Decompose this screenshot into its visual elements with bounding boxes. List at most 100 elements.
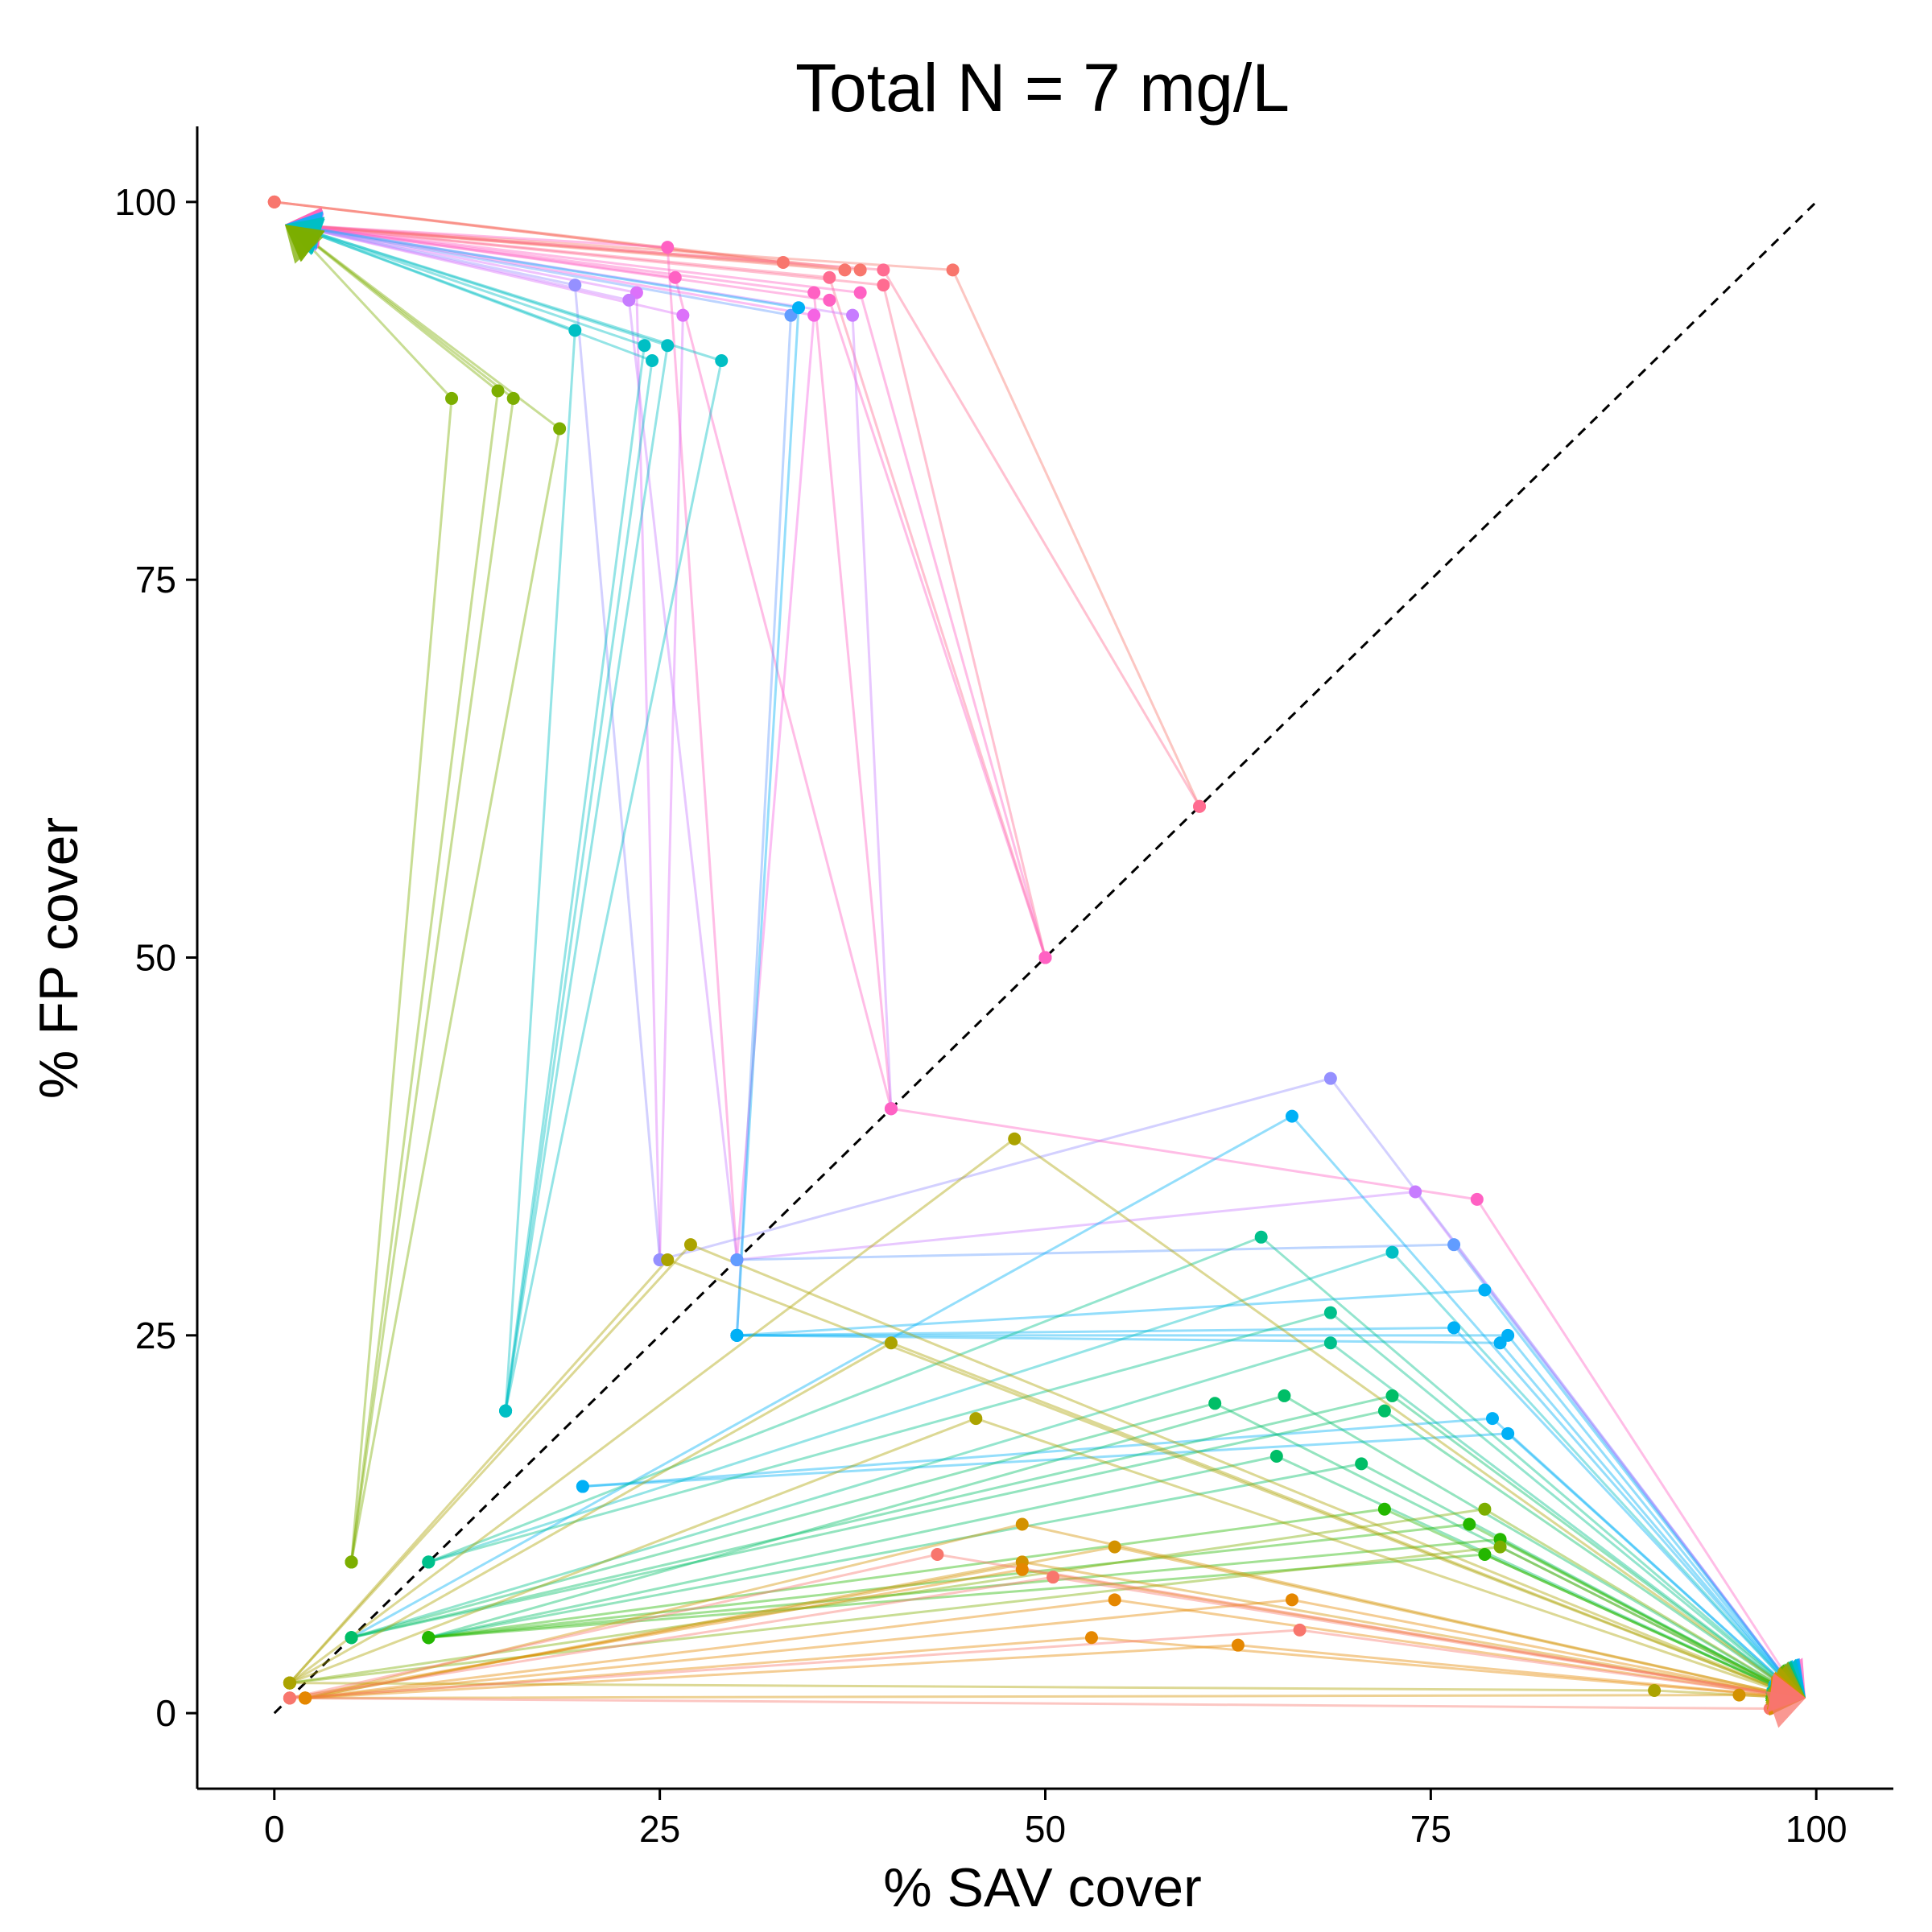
trajectory-line-60	[289, 1341, 1802, 1699]
x-tick-label-100: 100	[1785, 1808, 1847, 1850]
start-point-62	[283, 1676, 296, 1690]
mid-point-38	[1501, 1328, 1515, 1342]
mid-point-72	[931, 1548, 944, 1562]
start-point-38	[730, 1328, 744, 1342]
trajectory-line-8	[289, 223, 738, 1261]
trajectory-line-12	[289, 223, 1046, 958]
mid-point-34	[1285, 1109, 1298, 1123]
mid-point-23	[661, 339, 675, 353]
mid-point-10	[807, 286, 821, 299]
mid-point-7	[877, 279, 890, 292]
mid-point-61	[969, 1412, 983, 1426]
mid-point-1	[853, 263, 867, 277]
mid-point-60	[884, 1336, 898, 1350]
start-point-29	[345, 1555, 358, 1569]
mid-point-71	[1231, 1638, 1245, 1652]
trajectory-line-7	[289, 223, 1046, 958]
mid-point-73	[1046, 1571, 1060, 1584]
mid-point-64	[1108, 1540, 1121, 1554]
mid-point-6	[823, 270, 836, 284]
mid-point-30	[1323, 1071, 1337, 1085]
mid-point-36	[1447, 1321, 1461, 1335]
trajectory-line-2	[289, 223, 1201, 807]
trajectory-line-26	[288, 224, 453, 1563]
mid-point-24	[646, 353, 659, 367]
chart-title: Total N = 7 mg/L	[795, 50, 1290, 126]
mid-point-63	[1015, 1517, 1029, 1531]
y-tick-label-75: 75	[135, 559, 176, 601]
x-tick-label-75: 75	[1410, 1808, 1451, 1850]
start-point-43	[422, 1555, 436, 1569]
mid-point-45	[1208, 1397, 1222, 1410]
start-point-32	[884, 1102, 898, 1116]
mid-point-5	[877, 263, 890, 277]
mid-point-54	[1478, 1548, 1492, 1562]
mid-point-74	[1293, 1623, 1307, 1637]
mid-point-2	[946, 263, 960, 277]
mid-point-11	[823, 293, 836, 307]
trajectory-line-14	[289, 223, 662, 1260]
end-arrow-bottom-46	[1765, 1690, 1806, 1728]
x-tick-label-50: 50	[1025, 1808, 1066, 1850]
start-point-75	[283, 1691, 296, 1705]
y-tick-label-0: 0	[155, 1692, 176, 1734]
mid-point-32	[1470, 1192, 1484, 1206]
trajectory-line-5	[289, 223, 1201, 807]
trajectory-line-75	[289, 1696, 1802, 1711]
mid-point-46	[1278, 1389, 1291, 1402]
start-point-4	[267, 195, 281, 208]
end-arrow-top-29	[284, 225, 325, 262]
mid-point-3	[838, 263, 852, 277]
start-point-25	[499, 1404, 513, 1418]
x-tick-label-25: 25	[639, 1808, 680, 1850]
trajectory-line-17	[289, 223, 893, 1109]
mid-point-4	[776, 255, 790, 269]
start-point-48	[345, 1631, 358, 1645]
mid-point-49	[1269, 1450, 1283, 1463]
mid-point-57	[1008, 1132, 1022, 1146]
trajectory-line-28	[289, 223, 515, 1563]
trajectory-line-16	[289, 223, 738, 1261]
mid-point-62	[1648, 1683, 1662, 1697]
mid-point-39	[1485, 1412, 1499, 1426]
y-tick-label-50: 50	[135, 937, 176, 979]
mid-point-15	[676, 308, 690, 322]
mid-point-56	[1493, 1540, 1507, 1554]
trajectory-line-15	[289, 223, 684, 1260]
start-point-71	[299, 1691, 312, 1705]
trajectory-line-66	[305, 1694, 1802, 1699]
mid-point-20	[792, 301, 806, 315]
mid-point-13	[807, 308, 821, 322]
trajectory-line-23	[289, 223, 669, 1411]
mid-point-48	[1377, 1404, 1391, 1418]
mid-point-50	[1355, 1457, 1368, 1471]
trajectory-line-6	[289, 223, 1046, 958]
plot-area	[267, 195, 1818, 1728]
trajectory-line-27	[288, 223, 500, 1563]
mid-point-68	[1108, 1593, 1121, 1607]
trajectory-line-9	[289, 223, 893, 1109]
mid-point-29	[553, 422, 567, 436]
mid-point-17	[846, 308, 860, 322]
mid-point-70	[1084, 1631, 1098, 1645]
mid-point-28	[506, 391, 520, 405]
mid-point-22	[638, 339, 651, 353]
trajectory-line-20	[289, 223, 800, 1335]
mid-point-66	[1732, 1688, 1746, 1702]
start-point-5	[1193, 799, 1207, 813]
trajectory-line-36	[737, 1326, 1802, 1699]
mid-point-44	[1323, 1336, 1337, 1350]
axes: 0 25 50 75 100 0 25 50 75 100	[114, 126, 1893, 1850]
start-point-33	[730, 1253, 744, 1266]
mid-point-55	[1478, 1502, 1492, 1516]
mid-point-9	[668, 270, 682, 284]
mid-point-51	[1377, 1502, 1391, 1516]
mid-point-27	[491, 384, 505, 398]
mid-point-42	[1254, 1230, 1268, 1244]
mid-point-35	[1478, 1283, 1492, 1297]
mid-point-31	[1409, 1185, 1422, 1199]
trajectory-line-22	[289, 223, 646, 1411]
mid-point-25	[715, 353, 729, 367]
